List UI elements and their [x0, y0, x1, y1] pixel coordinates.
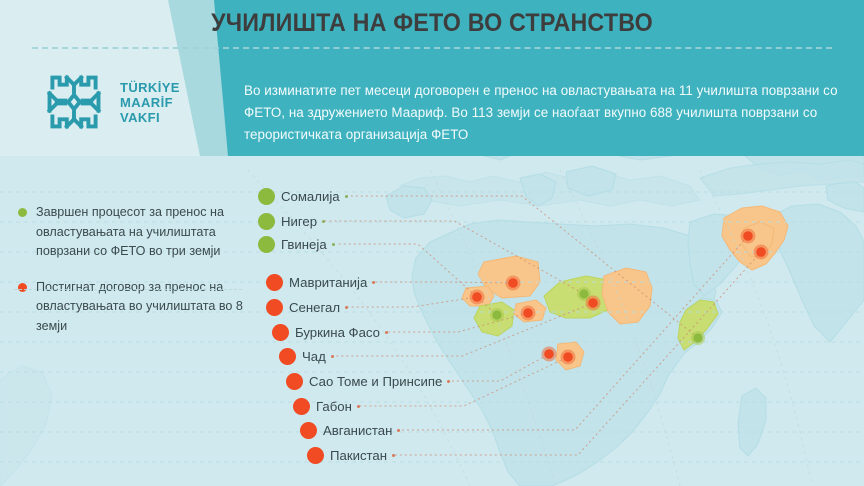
legend-dot-red	[18, 282, 27, 292]
country-name: Буркина Фасо	[295, 324, 380, 340]
country-dot-red	[266, 274, 283, 291]
country-dot-green	[258, 188, 275, 205]
leader-line-start	[331, 243, 335, 246]
country-label: Пакистан	[307, 447, 396, 464]
leader-line-start	[345, 306, 349, 309]
leader-line-start	[392, 454, 396, 457]
legend: Завршен процесот за пренос на овластувањ…	[16, 203, 254, 352]
leader-line-start	[447, 380, 451, 383]
country-label: Буркина Фасо	[272, 324, 388, 341]
logo-line-2: MAARİF	[120, 94, 173, 110]
country-name: Нигер	[281, 213, 318, 229]
country-name: Габон	[316, 398, 352, 414]
title-divider	[32, 47, 832, 49]
country-dot-red	[279, 348, 296, 365]
page-title: УЧИЛИШТА НА ФЕТО ВО СТРАНСТВО	[211, 9, 653, 37]
legend-divider	[14, 289, 242, 290]
country-label: Нигер	[258, 213, 326, 230]
country-label: Гвинеја	[258, 236, 335, 253]
country-label: Габон	[293, 398, 360, 415]
leader-line-start	[385, 331, 388, 334]
header-banner	[214, 0, 864, 156]
logo-line-1: TÜRKİYE	[120, 79, 180, 95]
country-label: Сао Томе и Принсипе	[286, 373, 451, 390]
country-name: Сомалија	[281, 188, 340, 204]
legend-dot-green	[18, 208, 27, 217]
legend-item-agreement: Постигнат договор за пренос на овластува…	[16, 278, 254, 337]
country-name: Сенегал	[289, 299, 341, 315]
country-dot-red	[286, 373, 303, 390]
logo-wordmark: TÜRKİYE MAARİF VAKFI	[120, 80, 180, 125]
country-dot-green	[258, 213, 275, 230]
legend-label-agreement: Постигнат договор за пренос на овластува…	[36, 279, 243, 333]
country-name: Сао Томе и Принсипе	[309, 373, 443, 389]
country-name: Авганистан	[323, 422, 393, 438]
country-dot-red	[307, 447, 324, 464]
leader-line-start	[322, 220, 326, 223]
country-label: Сенегал	[266, 299, 349, 316]
country-name: Чад	[302, 348, 326, 364]
brand-logo: TÜRKİYE MAARİF VAKFI	[38, 66, 180, 138]
summary-description: Во изминатите пет месеци договорен е пре…	[244, 83, 838, 142]
leader-line-start	[344, 195, 348, 198]
country-label: Мавританија	[266, 274, 376, 291]
country-dot-green	[258, 236, 275, 253]
country-label: Сомалија	[258, 188, 348, 205]
country-name: Пакистан	[330, 447, 388, 463]
logo-line-3: VAKFI	[120, 109, 161, 125]
turkiye-maarif-vakfi-ornament-icon	[46, 74, 102, 130]
legend-label-completed: Завршен процесот за пренос на овластувањ…	[36, 205, 225, 258]
country-dot-red	[300, 422, 317, 439]
leader-line-start	[372, 281, 376, 284]
country-dot-red	[293, 398, 310, 415]
country-label: Авганистан	[300, 422, 401, 439]
country-dot-red	[272, 324, 289, 341]
country-label: Чад	[279, 348, 334, 365]
country-dot-red	[266, 299, 283, 316]
country-name: Гвинеја	[281, 236, 327, 252]
legend-item-completed: Завршен процесот за пренос на овластувањ…	[16, 203, 254, 262]
leader-line-start	[330, 355, 334, 358]
leader-line-start	[356, 405, 360, 408]
country-name: Мавританија	[289, 274, 368, 290]
leader-line-start	[397, 429, 401, 432]
